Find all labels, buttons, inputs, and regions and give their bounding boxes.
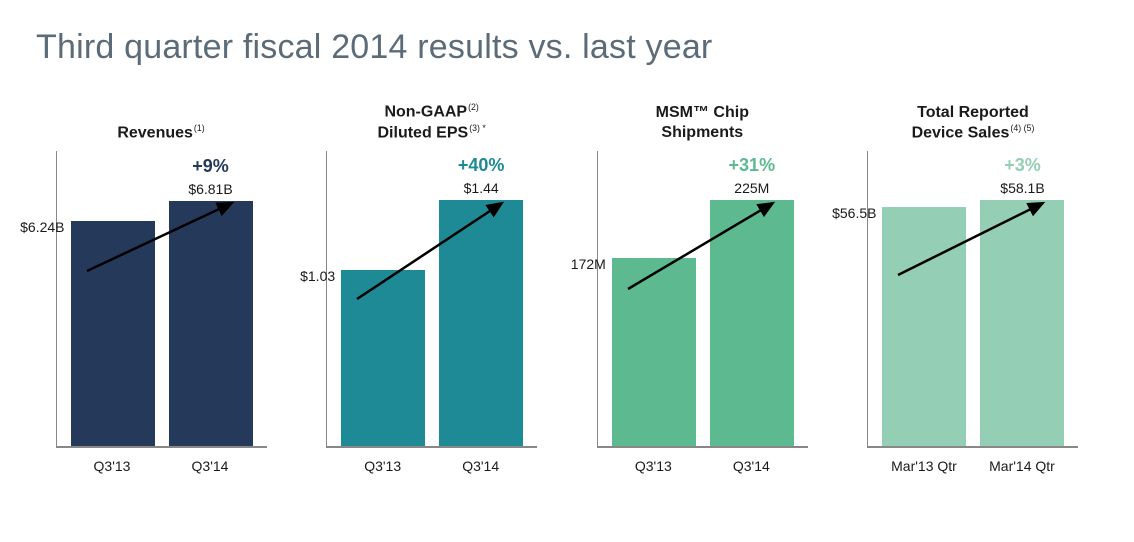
bar-eps-1: $1.44 +40% xyxy=(439,200,523,446)
chart-title-msm: MSM™ Chip Shipments xyxy=(656,85,749,143)
chart-msm: MSM™ Chip Shipments 172M 225M +31% xyxy=(577,85,827,515)
x-label: Q3'13 xyxy=(341,458,425,474)
value-label: $58.1B xyxy=(1000,180,1044,196)
bar xyxy=(439,200,523,446)
bar-revenues-0: $6.24B xyxy=(71,221,155,446)
bar xyxy=(612,258,696,446)
pct-label: +31% xyxy=(729,155,776,176)
chart-title-eps: Non-GAAP(2) Diluted EPS(3) * xyxy=(378,85,486,143)
plot-device-sales: $56.5B $58.1B +3% xyxy=(867,151,1078,448)
chart-title-revenues: Revenues(1) xyxy=(117,85,204,143)
x-label: Mar'13 Qtr xyxy=(882,458,966,474)
x-axis-labels: Mar'13 Qtr Mar'14 Qtr xyxy=(868,458,1078,474)
value-label: 172M xyxy=(571,256,606,272)
bar xyxy=(882,207,966,446)
plot-msm: 172M 225M +31% xyxy=(597,151,808,448)
x-label: Q3'14 xyxy=(709,458,793,474)
bar-msm-0: 172M xyxy=(612,258,696,446)
value-label: $1.44 xyxy=(464,180,499,196)
bar xyxy=(169,201,253,446)
value-label: 225M xyxy=(734,180,769,196)
pct-label: +40% xyxy=(458,155,505,176)
x-label: Q3'13 xyxy=(611,458,695,474)
x-axis-labels: Q3'13 Q3'14 xyxy=(56,458,266,474)
chart-title-device-sales: Total Reported Device Sales(4) (5) xyxy=(912,85,1035,143)
chart-revenues: Revenues(1) $6.24B $6.81B +9% xyxy=(36,85,286,515)
value-label: $6.81B xyxy=(188,181,232,197)
bar-device-1: $58.1B +3% xyxy=(980,200,1064,446)
chart-device-sales: Total Reported Device Sales(4) (5) $56.5… xyxy=(848,85,1098,515)
slide: Third quarter fiscal 2014 results vs. la… xyxy=(0,0,1134,542)
x-label: Q3'14 xyxy=(439,458,523,474)
x-label: Q3'13 xyxy=(70,458,154,474)
chart-eps: Non-GAAP(2) Diluted EPS(3) * $1.03 $1.44… xyxy=(307,85,557,515)
bar-eps-0: $1.03 xyxy=(341,270,425,446)
bar xyxy=(710,200,794,446)
x-axis-labels: Q3'13 Q3'14 xyxy=(597,458,807,474)
pct-label: +3% xyxy=(1004,155,1041,176)
value-label: $56.5B xyxy=(832,205,876,221)
bar-device-0: $56.5B xyxy=(882,207,966,446)
bar xyxy=(71,221,155,446)
x-axis-labels: Q3'13 Q3'14 xyxy=(327,458,537,474)
bar-msm-1: 225M +31% xyxy=(710,200,794,446)
value-label: $1.03 xyxy=(300,268,335,284)
charts-row: Revenues(1) $6.24B $6.81B +9% xyxy=(36,85,1098,515)
value-label: $6.24B xyxy=(20,219,64,235)
bar xyxy=(980,200,1064,446)
bar-revenues-1: $6.81B +9% xyxy=(169,201,253,446)
plot-revenues: $6.24B $6.81B +9% xyxy=(56,151,267,448)
x-label: Mar'14 Qtr xyxy=(980,458,1064,474)
plot-eps: $1.03 $1.44 +40% xyxy=(326,151,537,448)
pct-label: +9% xyxy=(192,156,229,177)
page-title: Third quarter fiscal 2014 results vs. la… xyxy=(36,28,1098,67)
bar xyxy=(341,270,425,446)
x-label: Q3'14 xyxy=(168,458,252,474)
